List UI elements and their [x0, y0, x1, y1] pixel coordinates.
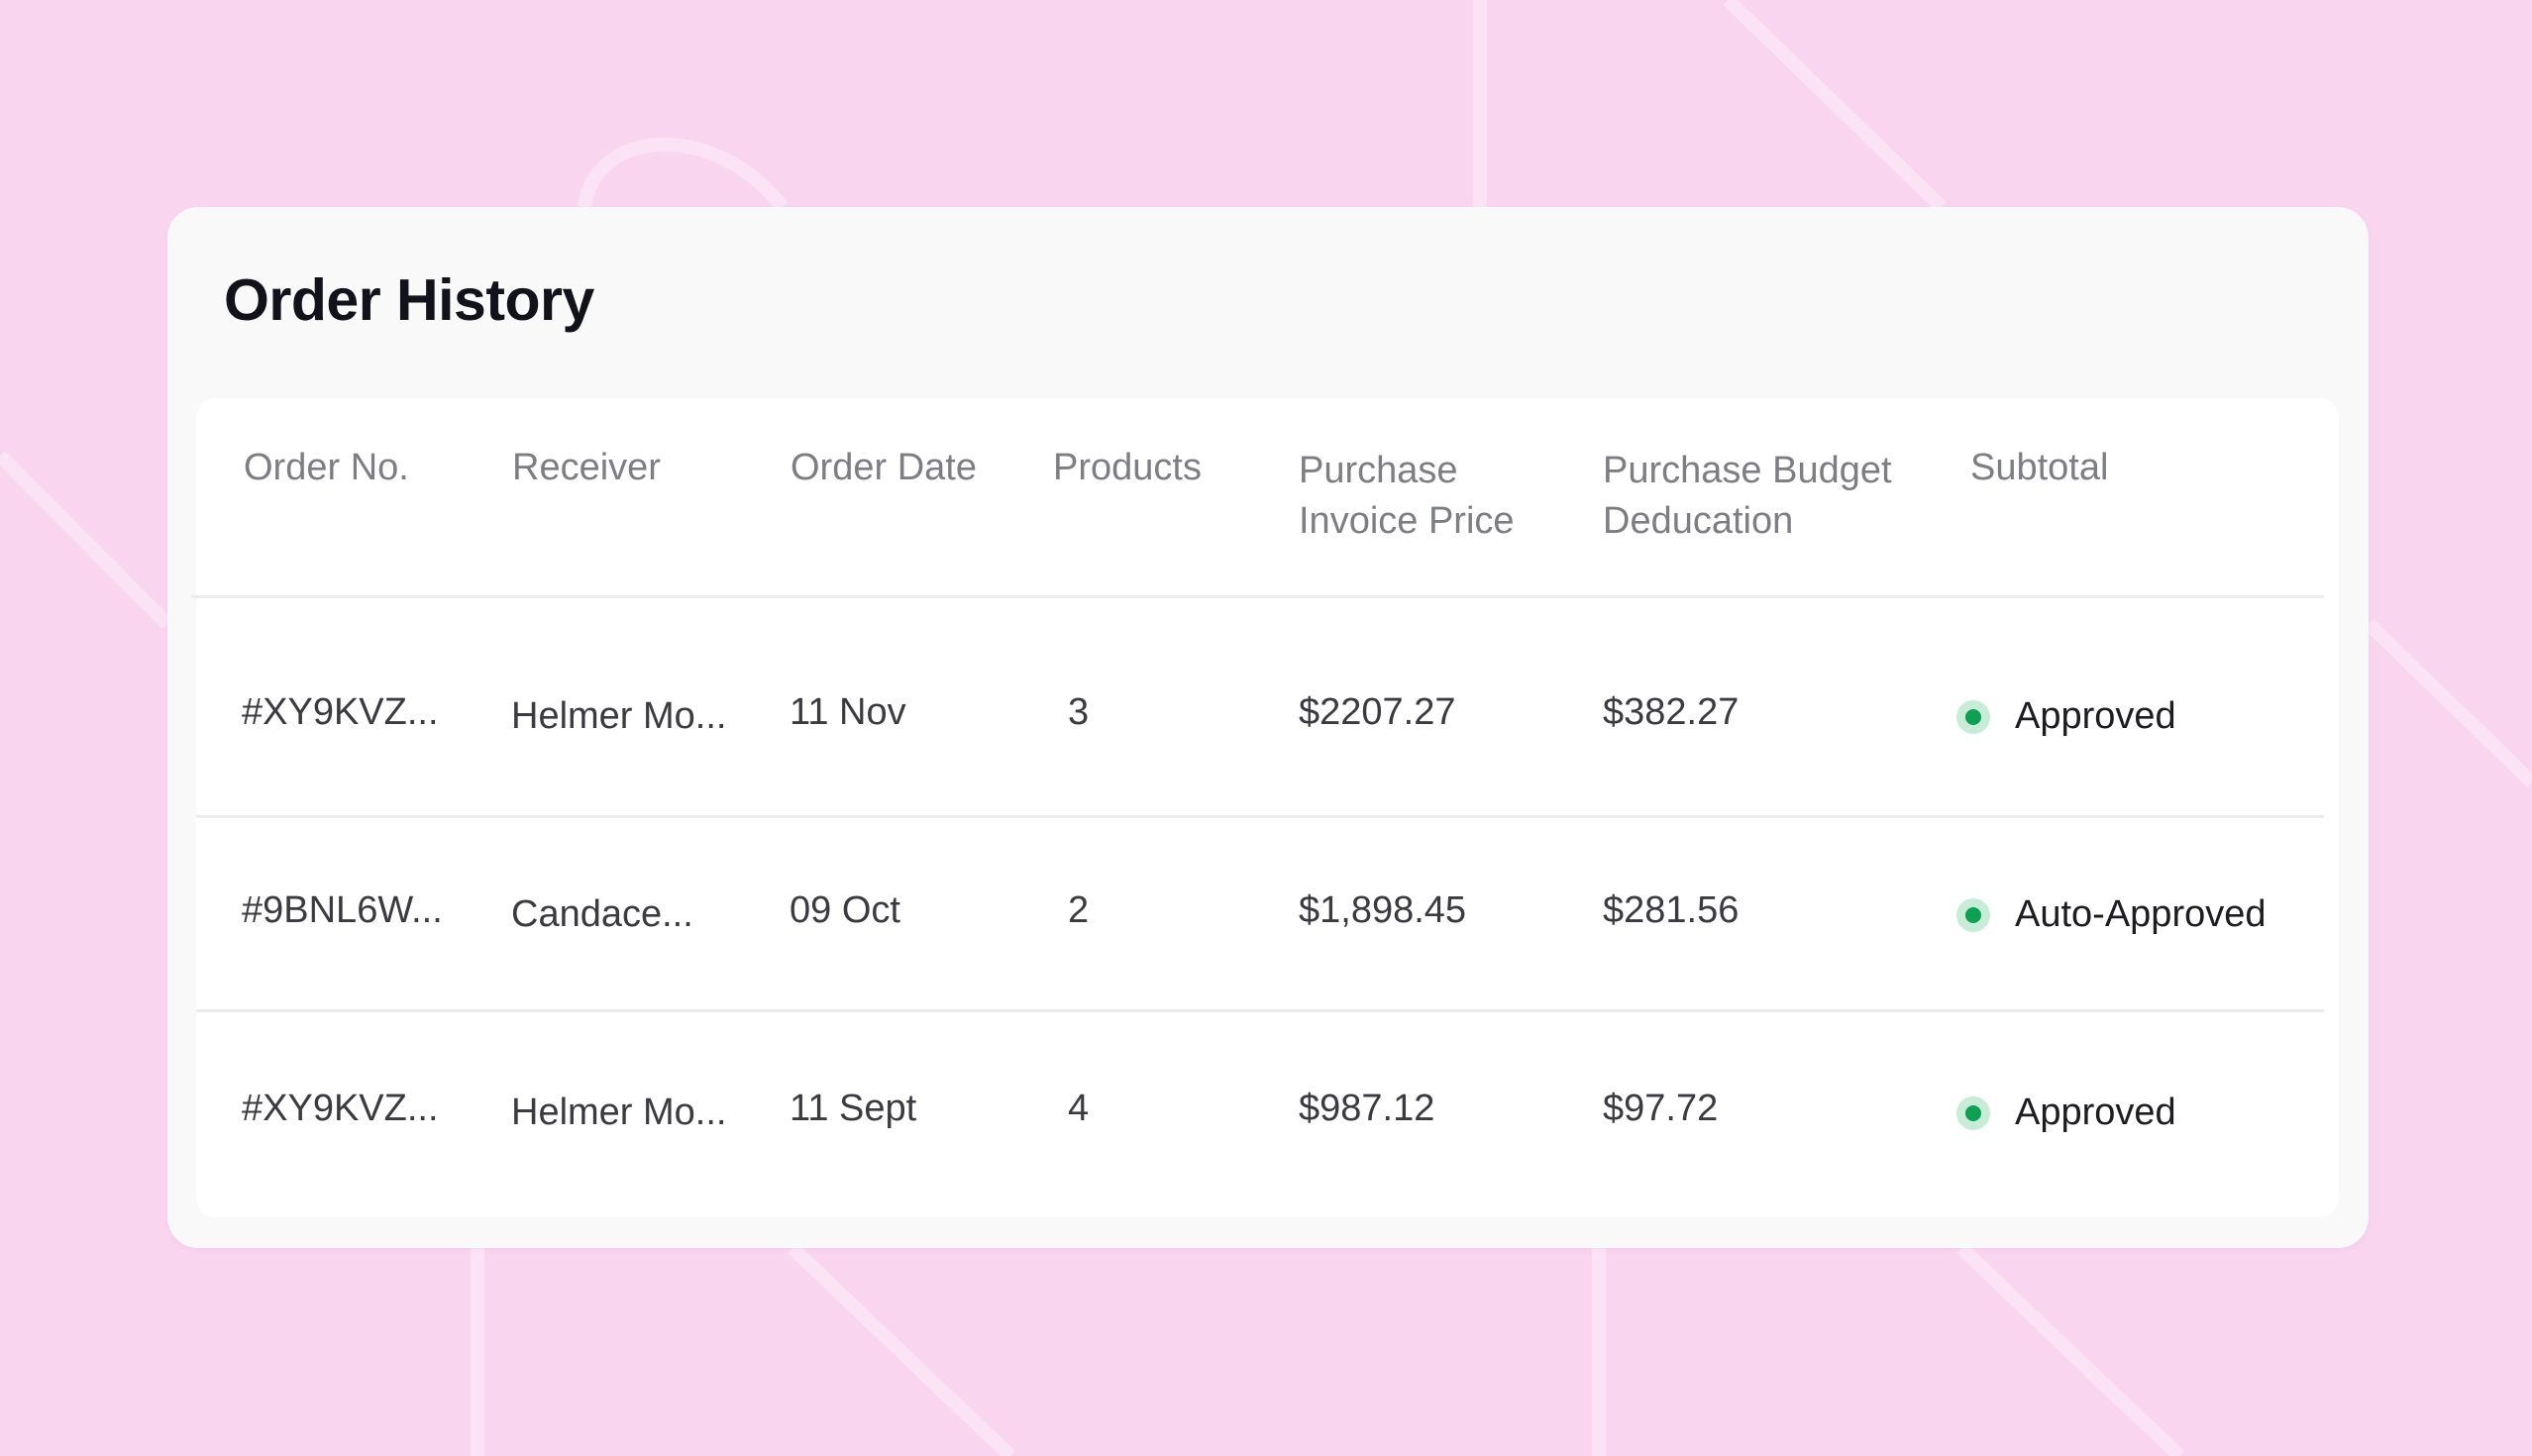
column-header-budget-line-2: Deducation [1603, 500, 1794, 542]
order-number-cell[interactable]: #XY9KVZ... [242, 1088, 439, 1129]
receiver-cell: Helmer Mo... [511, 695, 727, 737]
order-number-cell[interactable]: #9BNL6W... [242, 889, 443, 931]
products-cell: 2 [1068, 889, 1090, 931]
column-header-invoice-price[interactable]: Purchase Invoice Price [1299, 446, 1515, 547]
products-cell: 3 [1068, 691, 1090, 733]
status-badge: Approved [1956, 691, 2176, 742]
budget-deduction-cell: $97.72 [1603, 1088, 1719, 1129]
column-header-invoice-line-1: Purchase [1299, 450, 1458, 491]
column-header-order-no[interactable]: Order No. [244, 447, 409, 488]
order-history-card: Order History Order No. Receiver Order D… [167, 207, 2369, 1248]
invoice-price-cell: $987.12 [1299, 1088, 1435, 1129]
order-number-cell[interactable]: #XY9KVZ... [242, 691, 439, 733]
invoice-price-cell: $2207.27 [1299, 691, 1456, 733]
status-dot-icon [1956, 699, 1990, 734]
column-header-subtotal[interactable]: Subtotal [1970, 447, 2109, 488]
order-date-cell: 09 Oct [790, 889, 900, 931]
products-cell: 4 [1068, 1088, 1090, 1129]
status-dot-icon [1956, 1095, 1990, 1130]
status-dot-icon [1956, 897, 1990, 932]
column-header-order-date[interactable]: Order Date [791, 447, 977, 488]
row-divider [196, 1009, 2324, 1012]
status-label: Auto-Approved [2015, 893, 2267, 935]
status-badge: Approved [1956, 1088, 2176, 1138]
row-divider [196, 815, 2324, 818]
order-date-cell: 11 Nov [790, 691, 906, 733]
status-label: Approved [2015, 695, 2176, 737]
column-header-products[interactable]: Products [1053, 447, 1202, 488]
column-header-receiver[interactable]: Receiver [512, 447, 661, 488]
page-title: Order History [224, 267, 594, 333]
invoice-price-cell: $1,898.45 [1299, 889, 1467, 931]
order-table: Order No. Receiver Order Date Products P… [191, 398, 2339, 1217]
receiver-cell: Helmer Mo... [511, 1092, 727, 1133]
column-header-invoice-line-2: Invoice Price [1299, 500, 1515, 542]
budget-deduction-cell: $281.56 [1603, 889, 1740, 931]
column-header-budget-deduction[interactable]: Purchase Budget Deducation [1603, 446, 1892, 547]
status-badge: Auto-Approved [1956, 889, 2267, 940]
header-divider [191, 595, 2324, 598]
status-label: Approved [2015, 1092, 2176, 1133]
budget-deduction-cell: $382.27 [1603, 691, 1740, 733]
order-date-cell: 11 Sept [790, 1088, 917, 1129]
column-header-budget-line-1: Purchase Budget [1603, 450, 1892, 491]
receiver-cell: Candace... [511, 893, 693, 935]
